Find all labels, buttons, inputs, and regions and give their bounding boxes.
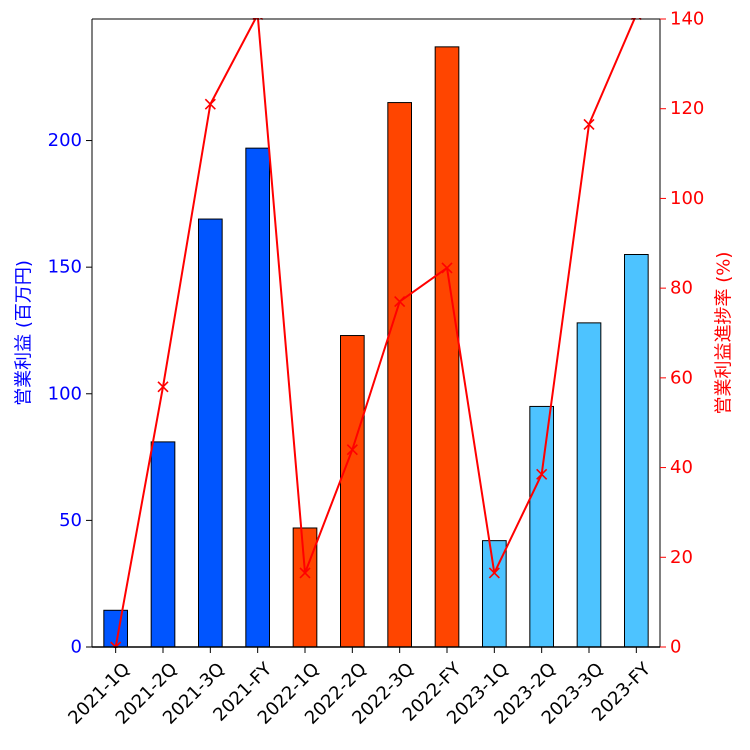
right-tick-label-80: 80: [670, 278, 693, 299]
progress-marker-2022-2Q: [346, 444, 358, 456]
left-tick-label-50: 50: [59, 510, 82, 531]
bar-2023-2Q: [529, 405, 554, 648]
progress-marker-2023-3Q: [583, 118, 595, 130]
progress-marker-2022-3Q: [394, 296, 406, 308]
progress-marker-2023-1Q: [488, 567, 500, 579]
y-axis-label-right: 営業利益進捗率 (%): [714, 252, 735, 415]
progress-marker-2023-2Q: [536, 468, 548, 480]
plot-frame: [91, 18, 661, 648]
bar-2022-3Q: [387, 102, 413, 648]
x-axis: 2021-1Q2021-2Q2021-3Q2021-FY2022-1Q2022-…: [64, 647, 656, 729]
y-axis-label-left: 営業利益 (百万円): [14, 260, 35, 406]
left-tick-label-100: 100: [48, 383, 82, 404]
progress-marker-2023-FY: [630, 18, 642, 21]
right-y-axis: 0 20 40 60 80 100 120 140: [660, 9, 704, 658]
bar-2021-3Q: [198, 218, 223, 648]
progress-marker-2021-2Q: [157, 381, 169, 393]
bar-series: [103, 46, 649, 648]
left-tick-label-150: 150: [48, 257, 82, 278]
progress-line: [114, 18, 636, 648]
bar-2021-FY: [245, 147, 270, 648]
bar-2023-FY: [624, 254, 649, 648]
left-y-axis: 0 50 100 150 200: [48, 130, 92, 658]
right-tick-label-60: 60: [670, 367, 693, 388]
left-tick-label-0: 0: [71, 637, 82, 658]
bar-2022-1Q: [292, 527, 318, 648]
progress-line-series: [110, 18, 642, 648]
right-tick-label-20: 20: [670, 547, 693, 568]
bar-2021-2Q: [150, 441, 176, 648]
left-tick-label-200: 200: [48, 130, 82, 151]
right-tick-label-100: 100: [670, 188, 704, 209]
progress-marker-2022-FY: [441, 262, 453, 274]
progress-marker-2021-3Q: [204, 98, 216, 110]
right-tick-label-0: 0: [670, 637, 681, 658]
bar-2023-3Q: [576, 322, 602, 648]
bar-2022-FY: [434, 46, 460, 648]
progress-marker-2022-1Q: [299, 567, 311, 579]
right-tick-label-40: 40: [670, 457, 693, 478]
progress-line-clip-group: [110, 18, 642, 648]
right-tick-label-140: 140: [670, 9, 704, 30]
bar-2022-2Q: [340, 335, 365, 648]
right-tick-label-120: 120: [670, 98, 704, 119]
